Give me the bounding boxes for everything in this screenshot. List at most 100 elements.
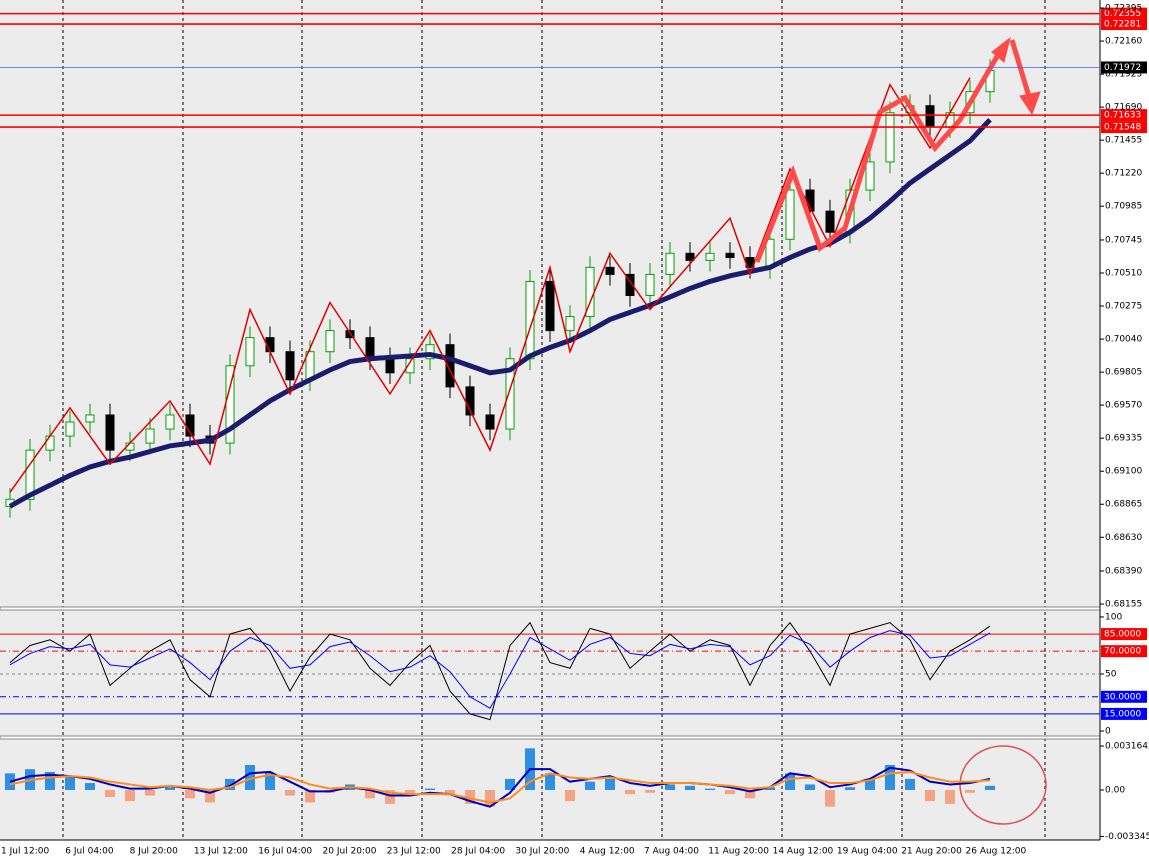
price-label: 0.71633 — [1104, 111, 1141, 121]
y-tick-label: 0.69100 — [1105, 467, 1142, 477]
candle-body — [285, 351, 295, 381]
candle-body — [645, 273, 655, 296]
histogram-bar — [45, 771, 55, 790]
y-tick-label: 0.70040 — [1105, 335, 1142, 345]
histogram-bar — [745, 790, 755, 799]
histogram-bar — [505, 778, 515, 790]
histogram-bar — [765, 787, 775, 790]
level-label-box — [1101, 628, 1147, 641]
candle-body — [865, 161, 875, 191]
histogram-bar — [385, 790, 395, 804]
x-tick-label: 4 Aug 12:00 — [580, 847, 635, 857]
histogram-bar — [845, 787, 855, 790]
price-label: 0.72355 — [1104, 9, 1141, 19]
level-label-box — [1101, 707, 1147, 720]
oscillator-line — [9, 630, 991, 709]
candle-body — [145, 428, 155, 444]
histogram-bar — [805, 784, 815, 790]
histogram-bar — [705, 788, 715, 790]
candle-body — [365, 337, 375, 360]
x-tick-label: 1 Jul 12:00 — [1, 847, 50, 857]
histogram-bar — [605, 778, 615, 790]
macd-line — [9, 770, 991, 804]
candle-body — [665, 252, 675, 275]
candle-body — [545, 280, 555, 332]
period-separators — [62, 0, 1046, 840]
y-tick-label: 0.70745 — [1105, 235, 1142, 245]
histogram-bar — [65, 776, 75, 790]
panel-separator — [0, 735, 1101, 740]
y-tick-label: 0.71690 — [1105, 103, 1142, 113]
histogram-bar — [565, 790, 575, 802]
oscillator-line — [9, 621, 991, 721]
candle-body — [425, 344, 435, 360]
x-tick-label: 6 Jul 04:00 — [65, 847, 114, 857]
histogram-bar — [585, 781, 595, 790]
price-label-box — [1101, 121, 1147, 134]
histogram-bar — [245, 765, 255, 790]
histogram-bar — [905, 778, 915, 790]
histogram-bar — [125, 790, 135, 802]
histogram-bar — [825, 790, 835, 807]
price-label: 0.71548 — [1104, 123, 1141, 133]
y-tick-label: 0.0031642 — [1105, 742, 1149, 752]
candle-body — [245, 337, 255, 367]
candle-body — [65, 421, 75, 437]
level-label: 85.0000 — [1104, 630, 1141, 640]
price-label-box — [1101, 61, 1147, 74]
histogram-bar — [945, 790, 955, 804]
y-tick-label: 0.69335 — [1105, 434, 1142, 444]
x-tick-label: 13 Jul 12:00 — [194, 847, 248, 857]
candle-body — [925, 105, 935, 128]
histogram-bar — [465, 790, 475, 804]
y-tick-label: 0.69570 — [1105, 401, 1142, 411]
histogram-bar — [885, 765, 895, 790]
histogram-bar — [225, 778, 235, 790]
x-tick-label: 28 Jul 04:00 — [451, 847, 505, 857]
y-tick-label: 0.71455 — [1105, 136, 1142, 146]
level-label: 70.0000 — [1104, 647, 1141, 657]
histogram-bar — [365, 790, 375, 799]
y-tick-label: 0.70985 — [1105, 202, 1142, 212]
candle-body — [725, 252, 735, 259]
level-label-box — [1101, 645, 1147, 658]
candle-body — [825, 210, 835, 233]
histogram-bar — [545, 773, 555, 790]
histogram-bar — [145, 790, 155, 796]
histogram-bar — [405, 790, 415, 796]
price-label-box — [1101, 7, 1147, 20]
price-label-box — [1101, 109, 1147, 122]
y-tick-label: 0.70510 — [1105, 268, 1142, 278]
candle-body — [85, 414, 95, 423]
histogram-bar — [785, 773, 795, 790]
x-tick-label: 23 Jul 12:00 — [387, 847, 441, 857]
y-tick-label: 0.71925 — [1105, 70, 1142, 80]
zigzag — [9, 77, 971, 493]
x-tick-label: 26 Aug 12:00 — [966, 847, 1027, 857]
histogram-bar — [285, 790, 295, 796]
histogram-bar — [265, 773, 275, 790]
x-tick-label: 16 Jul 04:00 — [258, 847, 312, 857]
histogram-bar — [865, 778, 875, 790]
candle-body — [325, 330, 335, 353]
candle-body — [625, 273, 635, 296]
candle-body — [105, 414, 115, 451]
candle-body — [705, 252, 715, 261]
x-tick-label: 11 Aug 20:00 — [708, 847, 769, 857]
y-tick-label: 0.72160 — [1105, 37, 1142, 47]
candle-body — [785, 189, 795, 240]
price-label: 0.72281 — [1104, 20, 1141, 30]
histogram-bar — [205, 790, 215, 803]
histogram-bar — [665, 784, 675, 790]
candle-body — [765, 238, 775, 268]
candle-body — [445, 344, 455, 388]
histogram-bar — [185, 790, 195, 799]
candle-body — [565, 316, 575, 332]
price-label-box — [1101, 18, 1147, 31]
histogram-bar — [645, 790, 655, 793]
y-tick-label: 0.00 — [1105, 786, 1125, 796]
histogram-bar — [925, 790, 935, 802]
y-tick-label: 0.70275 — [1105, 302, 1142, 312]
candle-body — [45, 435, 55, 451]
histogram-bar — [985, 785, 995, 790]
